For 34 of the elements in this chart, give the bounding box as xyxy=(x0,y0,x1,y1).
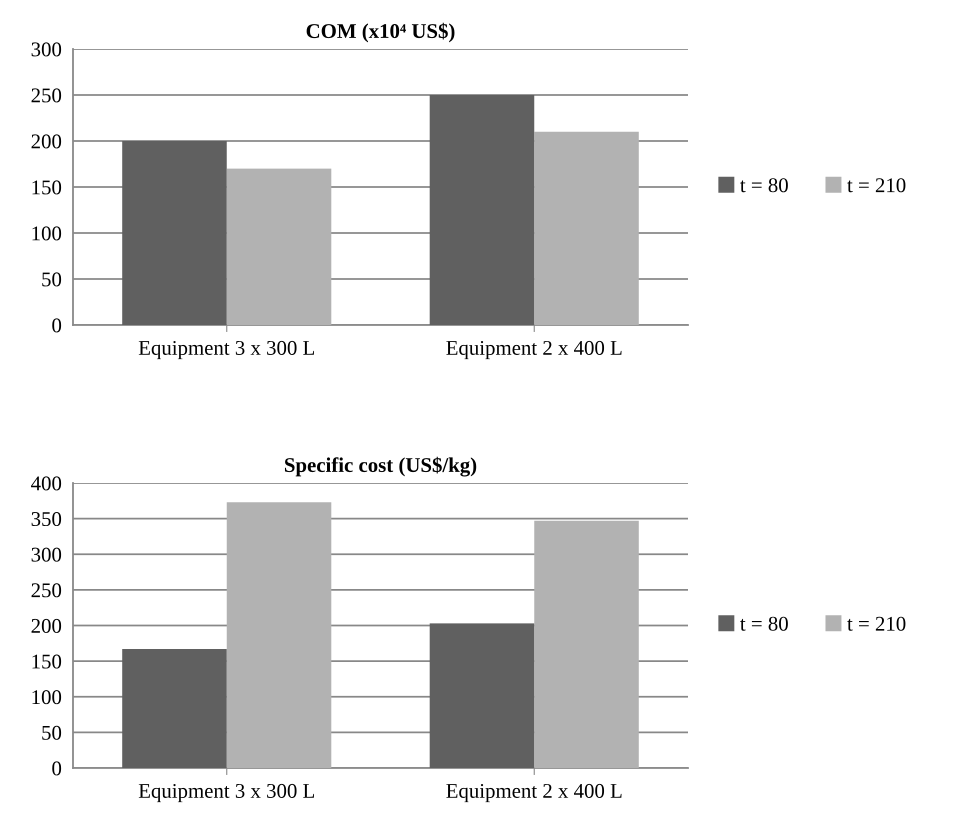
y-tick-label: 0 xyxy=(52,761,62,776)
bar xyxy=(122,141,227,325)
y-tick-label: 300 xyxy=(32,42,62,56)
chart-title: Specific cost (US$/kg) xyxy=(284,456,476,476)
y-tick-label: 0 xyxy=(52,318,62,332)
chart-title: COM (x10⁴ US$) xyxy=(306,22,454,42)
bar xyxy=(430,623,534,768)
x-tick-label: Equipment 2 x 400 L xyxy=(446,340,622,360)
y-tick-label: 400 xyxy=(31,476,62,490)
y-tick-label: 100 xyxy=(32,226,62,240)
y-tick-label: 50 xyxy=(42,272,62,286)
bar xyxy=(430,95,534,325)
y-tick-label: 50 xyxy=(42,726,62,740)
y-tick-label: 350 xyxy=(32,512,62,526)
x-tick-label: Equipment 2 x 400 L xyxy=(446,784,622,802)
x-tick-label: Equipment 3 x 300 L xyxy=(138,784,314,802)
y-tick-label: 150 xyxy=(32,654,62,669)
y-tick-label: 250 xyxy=(32,583,62,598)
bar xyxy=(226,502,332,768)
legend-label: t = 80 xyxy=(740,616,788,631)
bar xyxy=(226,168,332,325)
legend-label: t = 210 xyxy=(847,616,906,631)
y-tick-label: 150 xyxy=(32,180,62,194)
y-tick-label: 200 xyxy=(32,134,62,148)
bar xyxy=(534,520,639,768)
y-tick-label: 200 xyxy=(32,618,62,633)
legend-label: t = 210 xyxy=(847,178,906,192)
bar xyxy=(534,132,639,325)
y-tick-label: 300 xyxy=(32,548,62,562)
x-tick-label: Equipment 3 x 300 L xyxy=(138,340,314,360)
y-tick-label: 250 xyxy=(32,88,62,102)
legend-label: t = 80 xyxy=(740,178,788,192)
bar xyxy=(122,649,227,768)
y-tick-label: 100 xyxy=(32,690,62,704)
